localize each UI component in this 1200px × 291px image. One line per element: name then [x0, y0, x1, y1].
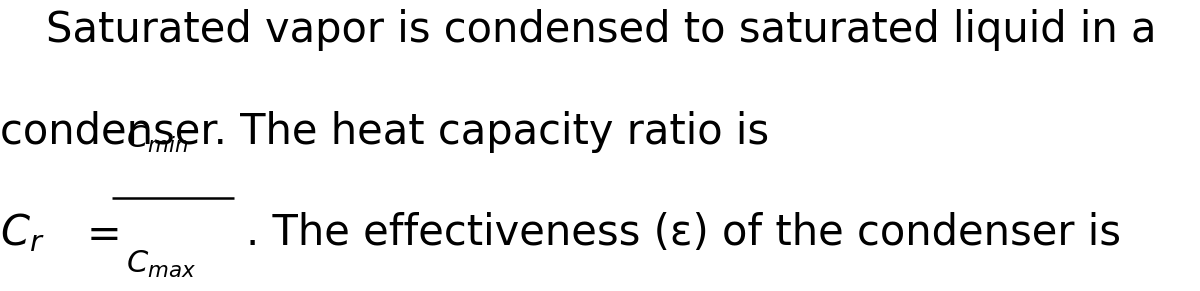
- Text: $C_r$: $C_r$: [0, 211, 44, 254]
- Text: Saturated vapor is condensed to saturated liquid in a: Saturated vapor is condensed to saturate…: [46, 9, 1156, 51]
- Text: condenser. The heat capacity ratio is: condenser. The heat capacity ratio is: [0, 111, 769, 152]
- Text: . The effectiveness (ε) of the condenser is: . The effectiveness (ε) of the condenser…: [246, 212, 1121, 254]
- Text: $C_{min}$: $C_{min}$: [126, 124, 188, 155]
- Text: $C_{max}$: $C_{max}$: [126, 249, 196, 280]
- Text: $=$: $=$: [78, 212, 119, 254]
